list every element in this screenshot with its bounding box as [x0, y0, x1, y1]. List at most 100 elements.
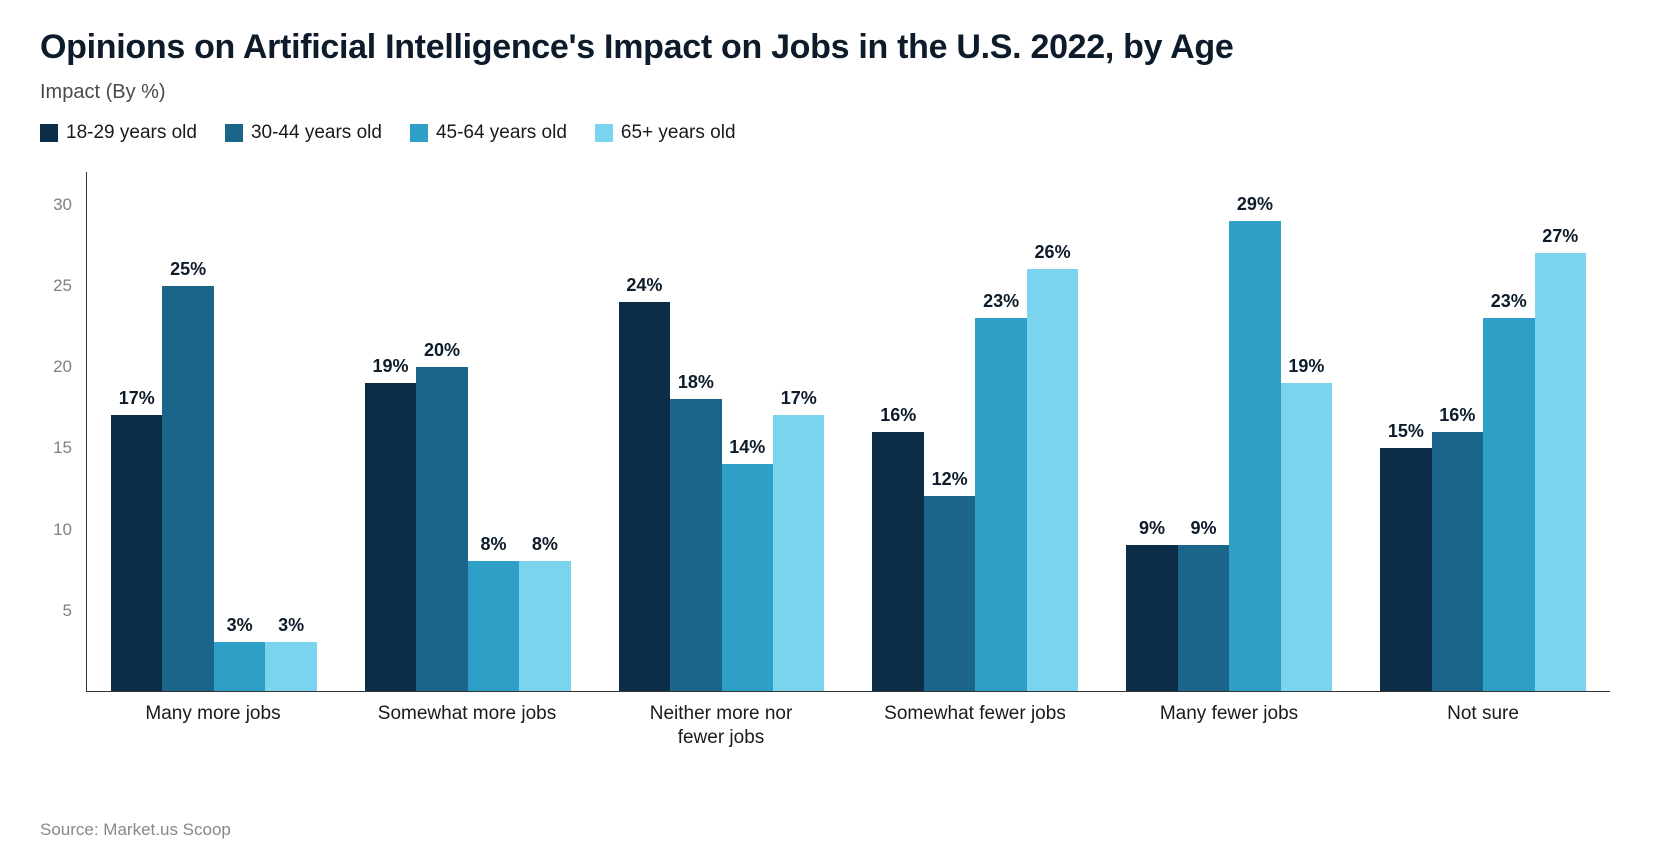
x-label: Somewhat more jobs — [340, 692, 594, 732]
bar-value-label: 20% — [424, 340, 460, 361]
bar — [111, 415, 162, 691]
x-axis-labels: Many more jobsSomewhat more jobsNeither … — [86, 692, 1610, 732]
y-tick: 30 — [53, 195, 72, 215]
bar — [773, 415, 824, 691]
bar-value-label: 17% — [781, 388, 817, 409]
bar-value-label: 16% — [1439, 405, 1475, 426]
bar-group: 19% 20% 8% 8% — [341, 172, 595, 691]
bar — [1380, 448, 1431, 691]
bar — [975, 318, 1026, 691]
legend-label: 65+ years old — [621, 122, 736, 144]
bar-wrap: 20% — [416, 172, 467, 691]
bar — [214, 642, 265, 691]
bar-wrap: 8% — [468, 172, 519, 691]
bar-wrap: 25% — [162, 172, 213, 691]
bar-wrap: 29% — [1229, 172, 1280, 691]
bar-wrap: 15% — [1380, 172, 1431, 691]
legend-item: 45-64 years old — [410, 122, 567, 144]
bar-group: 24% 18% 14% 17% — [595, 172, 849, 691]
plot-area: 17% 25% 3% 3% 19% 20% 8% 8% 24% 18% 14% 17% 16% 12% 23… — [86, 172, 1610, 692]
bar-value-label: 8% — [532, 534, 558, 555]
bar — [872, 432, 923, 692]
bar — [365, 383, 416, 691]
bar — [1535, 253, 1586, 691]
bar-value-label: 17% — [119, 388, 155, 409]
bar-wrap: 23% — [1483, 172, 1534, 691]
bar — [416, 367, 467, 691]
legend: 18-29 years old30-44 years old45-64 year… — [40, 122, 1620, 144]
x-label: Many more jobs — [86, 692, 340, 732]
bar-wrap: 27% — [1535, 172, 1586, 691]
bar-wrap: 17% — [773, 172, 824, 691]
bar-wrap: 17% — [111, 172, 162, 691]
bar-value-label: 14% — [729, 437, 765, 458]
bar-wrap: 3% — [265, 172, 316, 691]
bar-value-label: 27% — [1542, 226, 1578, 247]
bar-value-label: 25% — [170, 259, 206, 280]
legend-swatch — [410, 124, 428, 142]
chart-title: Opinions on Artificial Intelligence's Im… — [40, 28, 1620, 67]
legend-swatch — [225, 124, 243, 142]
bar-value-label: 24% — [626, 275, 662, 296]
bar — [670, 399, 721, 691]
legend-label: 18-29 years old — [66, 122, 197, 144]
bar — [722, 464, 773, 691]
bar-wrap: 9% — [1178, 172, 1229, 691]
bar — [162, 286, 213, 691]
bar-group: 15% 16% 23% 27% — [1356, 172, 1610, 691]
source-attribution: Source: Market.us Scoop — [40, 820, 231, 840]
bar-value-label: 19% — [1288, 356, 1324, 377]
chart-subtitle: Impact (By %) — [40, 81, 1620, 104]
y-tick: 25 — [53, 276, 72, 296]
bar-value-label: 16% — [880, 405, 916, 426]
bar-value-label: 9% — [1139, 518, 1165, 539]
bar — [1178, 545, 1229, 691]
bar-value-label: 3% — [278, 615, 304, 636]
bar-wrap: 9% — [1126, 172, 1177, 691]
x-label: Somewhat fewer jobs — [848, 692, 1102, 732]
x-label: Neither more norfewer jobs — [594, 692, 848, 732]
legend-swatch — [40, 124, 58, 142]
bar-value-label: 19% — [373, 356, 409, 377]
legend-item: 18-29 years old — [40, 122, 197, 144]
bar-wrap: 26% — [1027, 172, 1078, 691]
bar-value-label: 18% — [678, 372, 714, 393]
bar-group: 16%12%23%26% — [848, 172, 1102, 691]
y-axis: 5 10 15 20 25 30 — [40, 172, 80, 692]
bar — [1229, 221, 1280, 691]
bar-wrap: 3% — [214, 172, 265, 691]
bar-groups: 17% 25% 3% 3% 19% 20% 8% 8% 24% 18% 14% 17% 16% 12% 23… — [87, 172, 1610, 691]
bar-value-label: 15% — [1388, 421, 1424, 442]
y-tick: 15 — [53, 438, 72, 458]
bar — [1126, 545, 1177, 691]
y-tick: 10 — [53, 520, 72, 540]
bar-wrap: 14% — [722, 172, 773, 691]
bar-value-label: 3% — [227, 615, 253, 636]
bar — [1432, 432, 1483, 692]
bar — [265, 642, 316, 691]
legend-item: 65+ years old — [595, 122, 736, 144]
bar-wrap: 8% — [519, 172, 570, 691]
chart-area: 5 10 15 20 25 30 17% 25% 3% 3% 19% 20% 8% 8% 24% 18% 14… — [40, 172, 1620, 732]
y-tick: 5 — [63, 601, 72, 621]
x-label: Many fewer jobs — [1102, 692, 1356, 732]
bar-wrap: 19% — [1281, 172, 1332, 691]
bar-wrap: 18% — [670, 172, 721, 691]
bar — [1483, 318, 1534, 691]
bar-value-label: 12% — [932, 469, 968, 490]
bar — [924, 496, 975, 691]
bar-value-label: 23% — [1491, 291, 1527, 312]
legend-swatch — [595, 124, 613, 142]
bar-value-label: 9% — [1190, 518, 1216, 539]
legend-label: 45-64 years old — [436, 122, 567, 144]
bar — [619, 302, 670, 691]
bar-value-label: 26% — [1035, 242, 1071, 263]
bar — [1027, 269, 1078, 691]
bar-wrap: 16% — [872, 172, 923, 691]
bar-wrap: 24% — [619, 172, 670, 691]
bar-group: 17% 25% 3% 3% — [87, 172, 341, 691]
y-tick: 20 — [53, 357, 72, 377]
bar-wrap: 12% — [924, 172, 975, 691]
bar — [519, 561, 570, 691]
bar — [468, 561, 519, 691]
